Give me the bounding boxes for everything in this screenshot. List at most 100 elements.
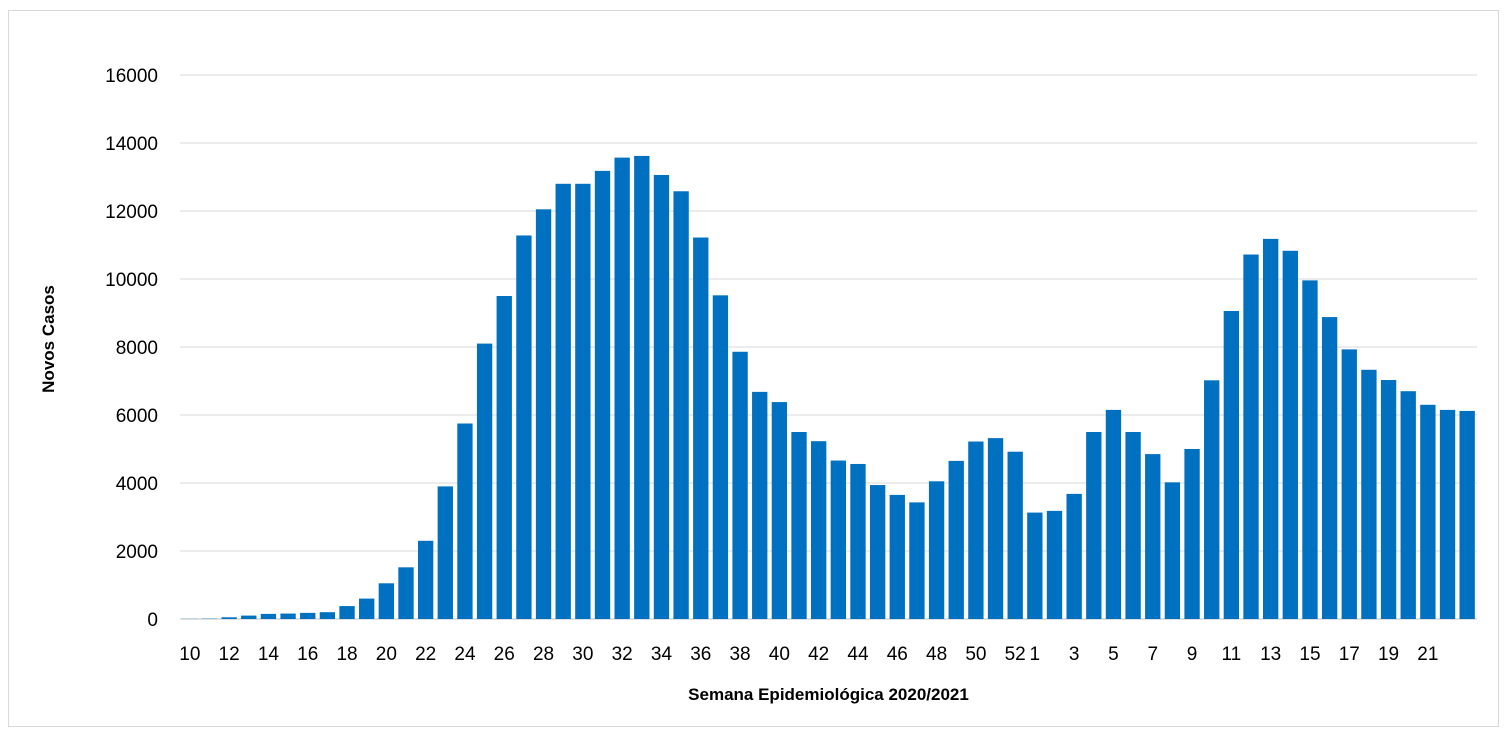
bar-week-22 — [417, 540, 434, 619]
bars — [182, 155, 1475, 620]
bar-week-20 — [1400, 391, 1416, 619]
x-tick-label: 1 — [1030, 644, 1041, 665]
x-tick-label: 16 — [297, 644, 318, 665]
bar-week-16 — [300, 612, 316, 619]
y-tick-label: 8000 — [116, 338, 158, 359]
x-tick-label: 34 — [651, 644, 673, 665]
bar-week-16 — [1321, 317, 1338, 619]
x-tick-label: 36 — [690, 644, 711, 665]
x-tick-label: 28 — [533, 644, 554, 665]
x-tick-label: 12 — [219, 644, 240, 665]
bar-week-42 — [811, 441, 827, 619]
bar-week-52 — [1007, 451, 1023, 619]
y-tick-labels: 0 2000 4000 6000 8000 10000 12000 14000 16000 — [105, 66, 158, 631]
y-tick-label: 0 — [147, 610, 158, 631]
bar-week-9 — [1184, 449, 1200, 619]
x-tick-label: 50 — [965, 644, 986, 665]
x-tick-label: 24 — [454, 644, 476, 665]
bar-week-13 — [1262, 238, 1279, 619]
bar-week-51 — [987, 438, 1004, 619]
bar-week-38 — [732, 351, 748, 619]
x-tick-label: 21 — [1417, 644, 1438, 665]
x-tick-label: 7 — [1147, 644, 1158, 665]
bar-week-29 — [555, 183, 571, 620]
bar-week-17 — [1341, 349, 1357, 619]
bar-week-22 — [1439, 409, 1456, 619]
bar-week-2 — [1046, 510, 1063, 619]
bar-week-32 — [614, 157, 630, 619]
bar-week-41 — [791, 432, 807, 619]
bar-week-14 — [260, 613, 277, 619]
bar-week-28 — [535, 209, 552, 620]
bar-week-13 — [241, 615, 257, 619]
x-tick-label: 15 — [1299, 644, 1320, 665]
bar-week-14 — [1282, 250, 1298, 619]
y-tick-label: 10000 — [105, 270, 158, 291]
bar-week-40 — [771, 402, 788, 619]
y-tick-label: 16000 — [105, 66, 158, 87]
bar-week-11 — [1223, 310, 1240, 619]
x-tick-labels: 10 12 14 16 18 20 22 24 26 28 30 32 34 36 38 40 42 44 46 48… — [179, 644, 1438, 665]
x-tick-label: 52 — [1005, 644, 1026, 665]
bar-week-24 — [457, 423, 473, 619]
bar-week-18 — [1361, 369, 1377, 619]
x-tick-label: 17 — [1339, 644, 1360, 665]
bar-week-undefined — [1459, 410, 1475, 619]
bar-week-46 — [889, 494, 905, 619]
x-tick-label: 3 — [1069, 644, 1080, 665]
bar-week-26 — [496, 296, 512, 619]
bar-week-1 — [1027, 512, 1043, 619]
x-tick-label: 46 — [887, 644, 908, 665]
bar-week-33 — [634, 155, 650, 620]
bar-week-19 — [359, 598, 375, 619]
bar-week-43 — [830, 460, 846, 619]
bar-week-49 — [948, 460, 964, 619]
y-tick-label: 2000 — [116, 542, 158, 563]
x-tick-label: 20 — [376, 644, 397, 665]
bar-week-36 — [693, 237, 709, 619]
bar-week-19 — [1380, 379, 1397, 619]
bar-week-15 — [1302, 280, 1318, 619]
bar-week-15 — [280, 613, 296, 619]
bar-week-25 — [476, 343, 493, 619]
x-tick-label: 5 — [1108, 644, 1119, 665]
x-tick-label: 38 — [729, 644, 750, 665]
x-tick-label: 18 — [336, 644, 357, 665]
x-tick-label: 48 — [926, 644, 947, 665]
x-tick-label: 42 — [808, 644, 829, 665]
bar-week-35 — [673, 191, 689, 619]
x-tick-label: 14 — [258, 644, 280, 665]
bar-week-18 — [339, 606, 355, 619]
bar-week-23 — [437, 486, 453, 619]
x-axis-title: Semana Epidemiológica 2020/2021 — [688, 685, 969, 704]
x-tick-label: 30 — [572, 644, 593, 665]
bar-week-34 — [653, 174, 670, 619]
bar-week-8 — [1164, 482, 1181, 619]
bar-week-39 — [752, 391, 768, 619]
y-tick-label: 12000 — [105, 202, 158, 223]
bar-week-44 — [850, 463, 866, 619]
gridlines — [180, 74, 1477, 620]
bar-week-31 — [594, 170, 611, 619]
bar-week-27 — [516, 235, 532, 620]
x-tick-label: 22 — [415, 644, 436, 665]
bar-week-45 — [869, 485, 886, 619]
bar-week-4 — [1086, 432, 1102, 619]
x-tick-label: 9 — [1187, 644, 1198, 665]
bar-week-3 — [1066, 493, 1082, 619]
bar-week-50 — [968, 441, 984, 619]
bar-week-21 — [1420, 404, 1436, 619]
x-tick-label: 13 — [1260, 644, 1281, 665]
bar-week-47 — [909, 502, 925, 619]
bar-week-21 — [398, 567, 414, 619]
x-tick-label: 32 — [612, 644, 633, 665]
x-tick-label: 26 — [494, 644, 515, 665]
y-tick-label: 6000 — [116, 406, 158, 427]
x-tick-label: 19 — [1378, 644, 1399, 665]
y-tick-label: 14000 — [105, 134, 158, 155]
bar-week-12 — [221, 617, 237, 619]
bar-week-7 — [1145, 454, 1161, 619]
x-tick-label: 10 — [179, 644, 200, 665]
y-axis-title: Novos Casos — [39, 285, 58, 393]
